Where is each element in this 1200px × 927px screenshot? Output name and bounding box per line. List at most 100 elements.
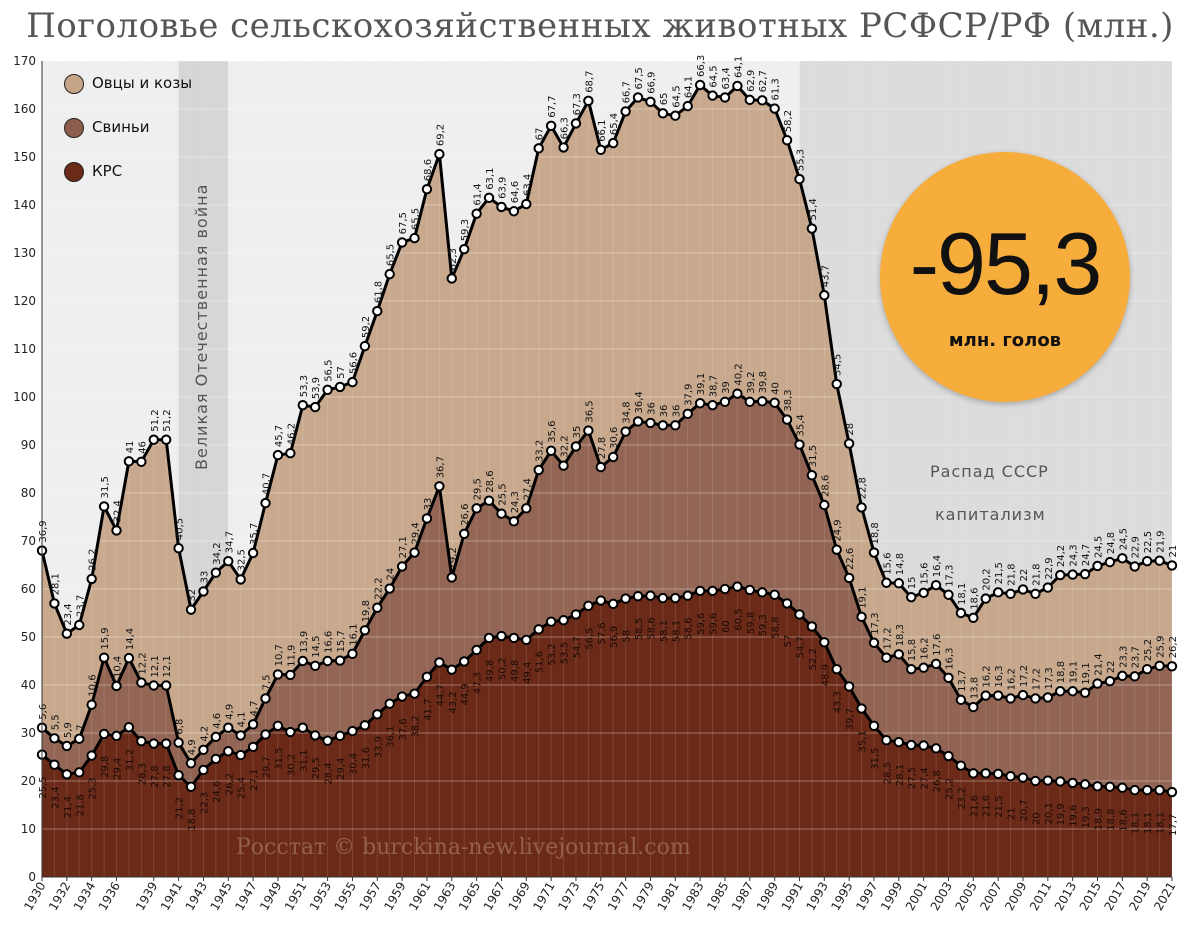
data-point-sheep: [446, 273, 457, 284]
y-tick-label: 150: [13, 150, 36, 164]
data-label-pigs: 15,8: [907, 639, 918, 661]
data-point-pigs: [570, 441, 582, 452]
data-label-sheep: 67,7: [547, 96, 558, 118]
data-label-pigs: 16,3: [994, 665, 1005, 687]
data-point-pigs: [1055, 686, 1066, 697]
data-point-sheep: [297, 399, 308, 411]
data-label-cattle: 60: [721, 620, 732, 633]
data-label-sheep: 59,3: [460, 219, 471, 241]
data-point-cattle: [446, 664, 457, 675]
data-label-sheep: 51,2: [150, 409, 161, 431]
data-label-cattle: 21,5: [994, 796, 1005, 818]
data-point-pigs: [732, 388, 743, 399]
data-label-pigs: 39,2: [746, 372, 757, 394]
data-label-pigs: 4,1: [237, 711, 248, 727]
data-point-sheep: [980, 593, 991, 604]
data-point-pigs: [968, 701, 979, 713]
data-label-cattle: 50,2: [498, 658, 509, 680]
data-point-cattle: [458, 656, 470, 667]
data-label-sheep: 24,8: [1106, 532, 1117, 554]
area-sheep: [42, 85, 1172, 764]
legend-label-sheep: Овцы и козы: [92, 74, 193, 92]
data-label-sheep: 43,7: [820, 265, 831, 287]
data-label-pigs: 24,3: [510, 491, 521, 513]
data-point-pigs: [74, 733, 85, 744]
x-tick-label: 1973: [555, 880, 582, 913]
data-label-pigs: 22,6: [845, 548, 856, 570]
data-point-pigs: [632, 416, 644, 427]
data-label-pigs: 35,6: [547, 421, 558, 443]
data-point-sheep: [198, 586, 209, 597]
data-label-cattle: 19,3: [1081, 806, 1092, 828]
data-label-cattle: 18,6: [1118, 809, 1129, 831]
x-tick-label: 1987: [729, 880, 756, 913]
data-point-pigs: [198, 744, 209, 755]
data-point-sheep: [719, 92, 731, 103]
data-label-cattle: 54,7: [796, 636, 807, 658]
data-point-cattle: [322, 735, 333, 746]
x-tick-label: 1991: [779, 880, 806, 913]
x-tick-label: 1939: [133, 880, 160, 913]
area-pigs: [42, 393, 1172, 792]
data-point-sheep: [806, 223, 818, 234]
data-label-pigs: 16,2: [982, 665, 993, 687]
data-point-cattle: [608, 598, 619, 610]
data-label-pigs: 19,1: [1081, 662, 1092, 684]
data-label-sheep: 56,5: [324, 360, 335, 382]
data-label-pigs: 17,6: [932, 634, 943, 656]
y-tick-label: 130: [13, 246, 36, 260]
data-label-cattle: 29,8: [100, 756, 111, 778]
data-point-cattle: [670, 592, 681, 604]
data-label-pigs: 16,2: [920, 637, 931, 659]
badge-unit: млн. голов: [948, 330, 1062, 351]
data-label-cattle: 43,3: [833, 691, 844, 713]
data-point-cattle: [61, 769, 73, 780]
data-point-sheep: [98, 501, 110, 512]
data-point-sheep: [123, 456, 135, 467]
data-point-sheep: [136, 456, 147, 467]
data-label-sheep: 24,3: [1069, 544, 1080, 566]
data-label-sheep: 15: [907, 576, 918, 589]
data-label-sheep: 62,3: [448, 248, 459, 270]
data-label-pigs: 22: [1106, 660, 1117, 673]
data-point-cattle: [148, 738, 159, 749]
data-label-cattle: 30,4: [348, 753, 359, 775]
data-point-cattle: [545, 616, 557, 627]
data-point-cattle: [1129, 784, 1140, 796]
data-label-cattle: 48,9: [820, 664, 831, 686]
data-point-pigs: [384, 583, 395, 594]
data-label-sheep: 55,3: [796, 149, 807, 171]
data-point-pigs: [334, 655, 346, 666]
data-label-sheep: 22: [1019, 569, 1030, 582]
data-point-sheep: [881, 577, 892, 588]
data-point-sheep: [707, 90, 718, 101]
data-point-cattle: [347, 725, 358, 737]
data-label-pigs: 38,7: [709, 375, 720, 397]
legend-swatch-sheep: [64, 74, 84, 94]
data-point-pigs: [1067, 686, 1078, 697]
x-tick-label: 2009: [1002, 880, 1029, 913]
data-point-sheep: [272, 449, 284, 461]
data-point-pigs: [595, 461, 606, 473]
data-point-cattle: [210, 753, 222, 765]
data-label-pigs: 12,1: [162, 655, 173, 677]
data-point-cattle: [483, 632, 495, 644]
data-point-cattle: [496, 630, 507, 642]
data-label-sheep: 24,7: [1081, 544, 1092, 566]
data-point-cattle: [198, 764, 209, 776]
data-label-cattle: 58,8: [771, 617, 782, 639]
data-label-pigs: 23,7: [1131, 646, 1142, 668]
data-label-pigs: 28,6: [820, 475, 831, 497]
data-point-cattle: [1030, 775, 1041, 787]
y-tick-label: 80: [21, 486, 36, 500]
y-tick-label: 100: [13, 390, 36, 404]
data-label-cattle: 53,5: [560, 642, 571, 664]
data-point-pigs: [260, 693, 271, 704]
data-label-cattle: 59,3: [758, 614, 769, 636]
data-label-pigs: 12,2: [137, 652, 148, 674]
data-point-cattle: [657, 592, 669, 604]
data-point-cattle: [570, 609, 582, 620]
data-point-sheep: [1017, 584, 1029, 595]
data-label-cattle: 47,3: [473, 672, 484, 694]
data-label-cattle: 59,6: [709, 613, 720, 635]
